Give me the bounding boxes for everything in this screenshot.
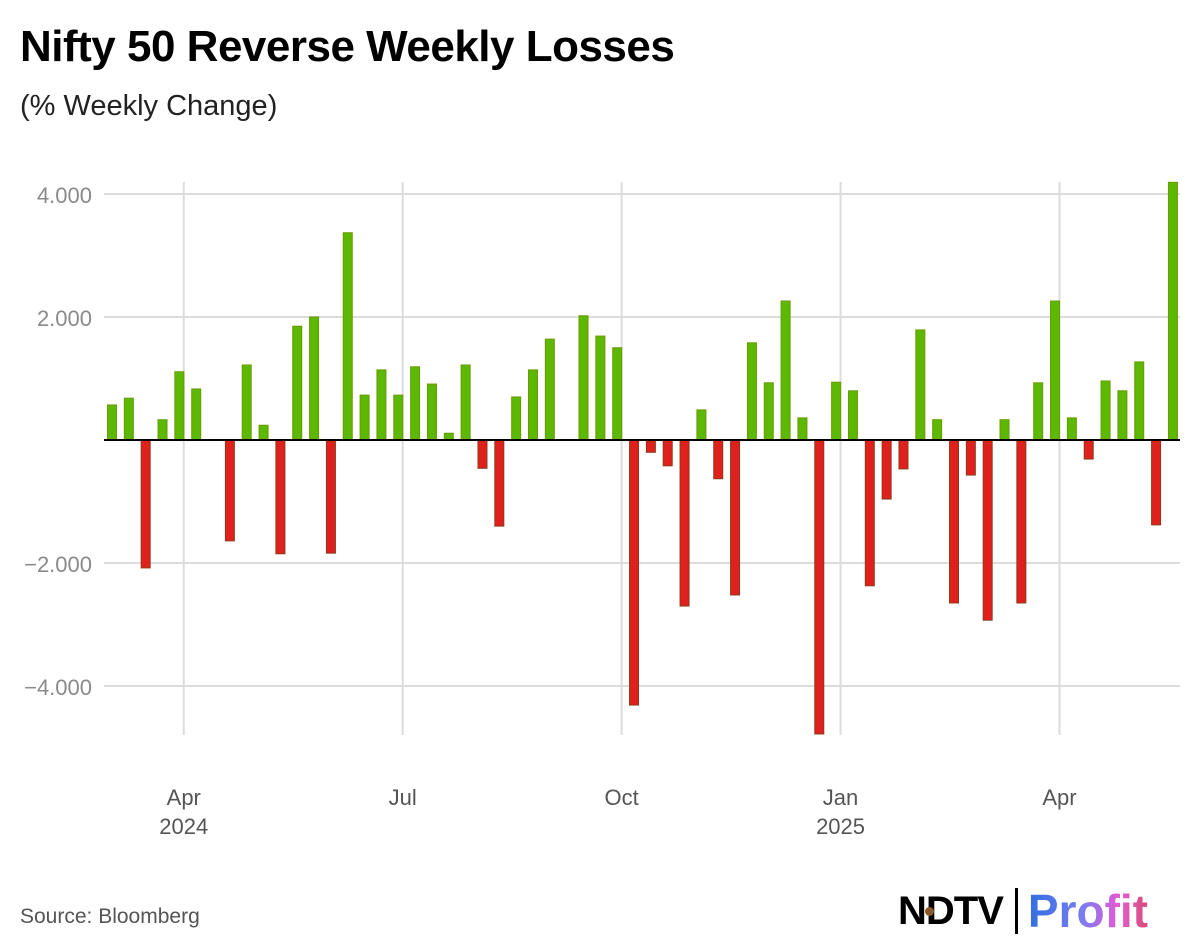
bar-positive — [292, 325, 303, 441]
bar-positive — [1066, 417, 1077, 441]
bar-positive — [528, 369, 538, 441]
bar-negative — [982, 439, 993, 621]
bar-positive — [460, 364, 471, 441]
bar-positive — [1050, 300, 1061, 441]
gridlines — [104, 182, 1180, 735]
bar-positive — [696, 409, 707, 441]
bar-negative — [629, 439, 640, 706]
bar-positive — [443, 432, 454, 441]
x-tick-label: Jul — [389, 785, 417, 810]
bar-positive — [342, 232, 353, 441]
bar-positive — [309, 316, 320, 441]
bar-negative — [730, 439, 741, 596]
y-tick-label: −4.000 — [24, 675, 92, 700]
bar-positive — [1117, 390, 1128, 441]
bar-positive — [999, 419, 1010, 441]
bar-negative — [1151, 439, 1162, 526]
y-tick-label: 2.000 — [37, 306, 92, 331]
bar-negative — [662, 439, 673, 467]
x-tick-sublabel: 2024 — [159, 814, 208, 839]
x-tick-sublabel: 2025 — [816, 814, 865, 839]
bar-positive — [174, 371, 185, 441]
bar-negative — [679, 439, 690, 607]
bar-positive — [1100, 380, 1111, 441]
y-tick-label: −2.000 — [24, 552, 92, 577]
source-note: Source: Bloomberg — [20, 905, 200, 928]
bar-positive — [191, 388, 202, 441]
profit-wordmark: Profit — [1027, 885, 1148, 937]
logo-divider — [1014, 888, 1018, 934]
bar-negative — [494, 439, 505, 527]
bar-negative — [713, 439, 724, 480]
bar-negative — [645, 439, 656, 453]
bar-negative — [898, 439, 909, 470]
bar-negative — [477, 439, 488, 469]
bars — [107, 181, 1178, 735]
ndtv-profit-logo: NDTV Profit — [898, 882, 1148, 940]
bar-negative — [140, 439, 151, 569]
bar-positive — [831, 381, 842, 441]
bar-negative — [1016, 439, 1027, 604]
bar-positive — [1134, 361, 1145, 441]
bar-positive — [157, 419, 168, 441]
bar-positive — [544, 338, 555, 441]
x-tick-label: Oct — [605, 785, 639, 810]
bar-positive — [780, 300, 791, 441]
bar-negative — [949, 439, 959, 604]
bar-positive — [426, 383, 437, 441]
bar-positive — [511, 396, 522, 441]
x-tick-label: Apr — [1042, 785, 1076, 810]
bar-positive — [258, 424, 269, 441]
bar-positive — [746, 342, 757, 441]
bar-negative — [275, 439, 286, 555]
bar-negative — [965, 439, 976, 476]
bar-positive — [376, 369, 387, 441]
bar-positive — [1167, 181, 1178, 441]
bar-positive — [1033, 382, 1044, 441]
bar-positive — [359, 394, 370, 441]
bar-positive — [123, 397, 134, 441]
ndtv-wordmark: NDTV — [898, 889, 1004, 933]
bar-positive — [241, 364, 252, 441]
bar-chart: 4.000 2.000 −2.000 −4.000 Apr 2024 Jul Oct Jan 2… — [24, 181, 1180, 839]
bar-negative — [881, 439, 892, 500]
x-tick-label: Apr — [167, 785, 201, 810]
bar-positive — [797, 417, 808, 441]
bar-positive — [932, 419, 943, 441]
bar-positive — [578, 315, 589, 441]
bar-positive — [410, 366, 421, 441]
bar-positive — [847, 390, 858, 441]
bar-negative — [224, 439, 235, 542]
bar-positive — [915, 329, 926, 441]
bar-positive — [107, 404, 117, 441]
bar-positive — [763, 382, 774, 441]
logo-dot-icon — [925, 907, 934, 916]
x-axis-ticks: Apr 2024 Jul Oct Jan 2025 Apr — [159, 785, 1076, 839]
bar-negative — [814, 439, 825, 735]
bar-positive — [612, 347, 623, 441]
x-tick-label: Jan — [823, 785, 858, 810]
y-axis-ticks: 4.000 2.000 −2.000 −4.000 — [24, 183, 92, 700]
bar-negative — [864, 439, 875, 587]
bar-negative — [1083, 439, 1094, 460]
y-tick-label: 4.000 — [37, 183, 92, 208]
bar-negative — [325, 439, 336, 554]
chart-subtitle: (% Weekly Change) — [20, 90, 278, 122]
bar-positive — [595, 335, 606, 441]
bar-positive — [393, 394, 404, 441]
chart-title: Nifty 50 Reverse Weekly Losses — [20, 22, 675, 71]
